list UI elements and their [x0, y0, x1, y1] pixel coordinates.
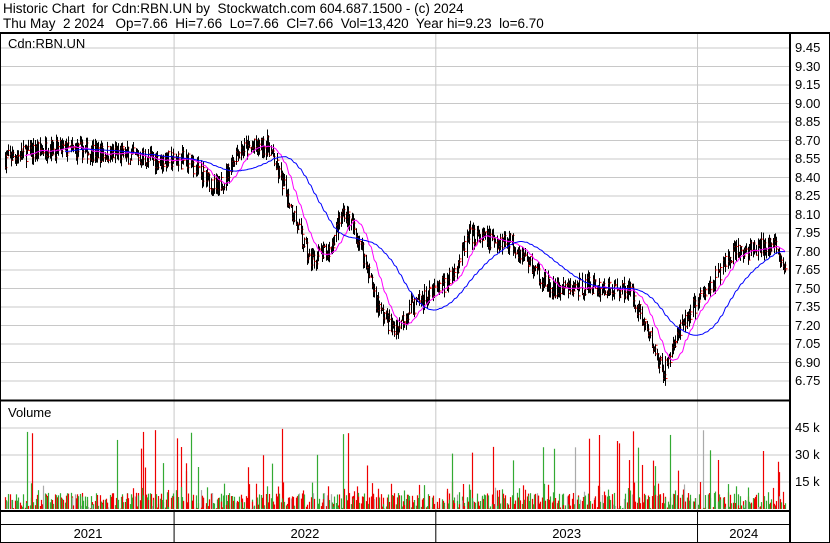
price-tick-label: 6.90 — [795, 354, 821, 370]
price-tick-label: 8.55 — [795, 151, 821, 166]
price-tick-label: 8.85 — [795, 114, 821, 129]
price-tick-label: 7.50 — [795, 280, 821, 296]
price-tick-label: 7.20 — [795, 317, 821, 333]
price-tick-label: 8.25 — [795, 188, 821, 203]
moving-average-short-line — [24, 145, 786, 361]
moving-average-long-line — [64, 148, 786, 336]
price-tick-label: 9.15 — [795, 77, 821, 92]
year-label: 2024 — [729, 526, 759, 541]
price-tick-label: 7.80 — [795, 243, 821, 259]
price-tick-label: 7.65 — [795, 262, 821, 277]
year-label: 2021 — [73, 526, 103, 541]
price-tick-label: 9.30 — [795, 58, 821, 74]
volume-tick-label: 30 k — [795, 447, 820, 462]
price-tick-label: 9.45 — [795, 40, 821, 55]
price-tick-label: 6.75 — [795, 373, 821, 388]
symbol-label: Cdn:RBN.UN — [8, 36, 86, 51]
price-tick-label: 7.05 — [795, 336, 821, 351]
price-tick-label: 8.40 — [795, 169, 821, 185]
year-label: 2023 — [552, 526, 582, 541]
price-tick-label: 9.00 — [795, 95, 821, 111]
price-tick-label: 7.95 — [795, 225, 821, 240]
volume-tick-label: 45 k — [795, 420, 820, 435]
year-label: 2022 — [290, 526, 320, 541]
chart-title: Historic Chart for Cdn:RBN.UN by Stockwa… — [3, 1, 464, 16]
volume-tick-label: 15 k — [795, 474, 820, 489]
price-tick-label: 7.35 — [795, 299, 821, 314]
price-tick-label: 8.10 — [795, 206, 821, 222]
quote-summary: Thu May 2 2024 Op=7.66 Hi=7.66 Lo=7.66 C… — [3, 16, 544, 31]
volume-label: Volume — [8, 405, 52, 420]
price-tick-label: 8.70 — [795, 132, 821, 148]
